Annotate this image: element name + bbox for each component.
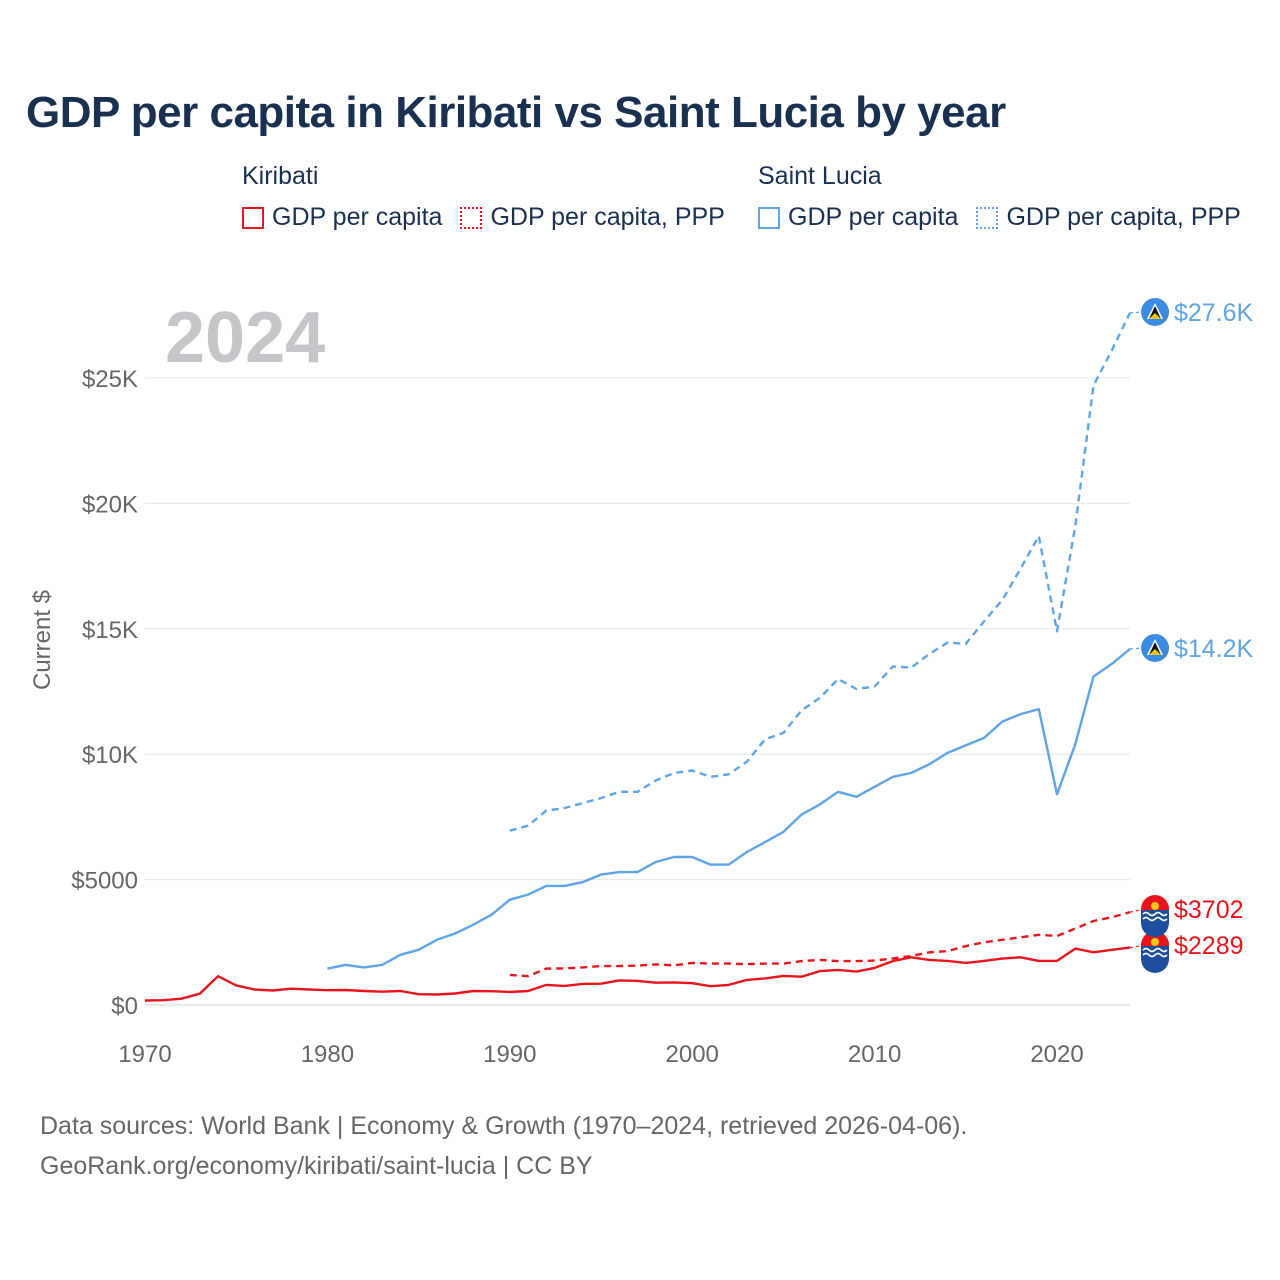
footer: Data sources: World Bank | Economy & Gro… (40, 1106, 967, 1186)
flag-wave (1142, 952, 1168, 958)
legend-swatch-dotted (460, 206, 483, 229)
saint-lucia-flag-icon (1141, 634, 1169, 662)
x-tick-label: 1980 (301, 1041, 354, 1068)
y-tick-label: $20K (82, 491, 138, 518)
series-lines (144, 312, 1132, 1002)
x-tick-label: 1970 (118, 1041, 171, 1068)
series-line-0 (144, 946, 1131, 1002)
legend-label: GDP per capita (788, 203, 959, 231)
legend-group-saint-lucia: Saint Lucia GDP per capita GDP per capit… (758, 162, 1259, 232)
legend-item-kiribati-gdp[interactable]: GDP per capita (242, 203, 442, 232)
flag-wave (1142, 916, 1168, 922)
series-line-2 (327, 647, 1131, 970)
flag-wave (1142, 947, 1168, 953)
line-chart: 2024 $0 $5000 $10K $15K $20K $25K 1970 1980 199… (29, 298, 1254, 1068)
flag-wave (1142, 911, 1168, 917)
year-watermark: 2024 (165, 298, 325, 378)
series-line-1 (509, 911, 1131, 978)
legend-swatch-dotted (976, 206, 999, 229)
saint-lucia-flag-icon (1141, 298, 1169, 326)
legend-label: GDP per capita (272, 203, 443, 231)
flag-sun (1151, 902, 1159, 910)
y-tick-label: $5000 (71, 868, 138, 895)
footer-sources: Data sources: World Bank | Economy & Gro… (40, 1112, 968, 1140)
flag-triangle-inner (1149, 642, 1161, 655)
x-axis-ticks: 1970 1980 1990 2000 2010 2020 (118, 1041, 1083, 1068)
flag-sun (1151, 938, 1159, 946)
legend-item-kiribati-gdp-ppp[interactable]: GDP per capita, PPP (460, 203, 725, 232)
y-tick-label: $0 (111, 993, 138, 1020)
y-tick-label: $25K (82, 366, 138, 393)
x-tick-label: 2020 (1030, 1041, 1083, 1068)
y-tick-label: $10K (82, 742, 138, 769)
flag-triangle-inner (1149, 306, 1161, 319)
flag-triangle-gold (1149, 313, 1161, 319)
footer-url[interactable]: GeoRank.org/economy/kiribati/saint-lucia… (40, 1152, 593, 1180)
end-value-label: $3702 (1174, 896, 1244, 924)
end-value-label: $2289 (1174, 932, 1244, 960)
legend-group-kiribati: Kiribati GDP per capita GDP per capita, … (242, 162, 743, 232)
flag-sea (1141, 946, 1169, 973)
flag-triangle-gold (1149, 649, 1161, 655)
x-tick-label: 2010 (848, 1041, 901, 1068)
legend-group-name: Saint Lucia (758, 162, 882, 190)
kiribati-flag-icon (1141, 895, 1169, 937)
end-value-label: $27.6K (1174, 299, 1254, 327)
x-tick-label: 2000 (666, 1041, 719, 1068)
legend-swatch-solid (758, 206, 780, 229)
legend-swatch-solid (242, 206, 264, 229)
y-axis-label: Current $ (29, 590, 56, 690)
legend-item-saint-lucia-gdp-ppp[interactable]: GDP per capita, PPP (976, 203, 1241, 232)
x-tick-label: 1990 (483, 1041, 536, 1068)
flag-sea (1141, 910, 1169, 937)
series-line-3 (509, 312, 1132, 832)
gridlines (145, 377, 1130, 1006)
legend-label: GDP per capita, PPP (490, 203, 725, 231)
legend-label: GDP per capita, PPP (1006, 203, 1241, 231)
end-labels: $2289 $3702 $14.2K $27.6K (1129, 298, 1254, 973)
end-value-label: $14.2K (1174, 635, 1254, 663)
legend-item-saint-lucia-gdp[interactable]: GDP per capita (758, 203, 958, 232)
legend-group-name: Kiribati (242, 162, 319, 190)
chart-title: GDP per capita in Kiribati vs Saint Luci… (26, 88, 1006, 137)
y-axis-ticks: $0 $5000 $10K $15K $20K $25K (71, 366, 138, 1020)
y-tick-label: $15K (82, 617, 138, 644)
kiribati-flag-icon (1141, 931, 1169, 973)
